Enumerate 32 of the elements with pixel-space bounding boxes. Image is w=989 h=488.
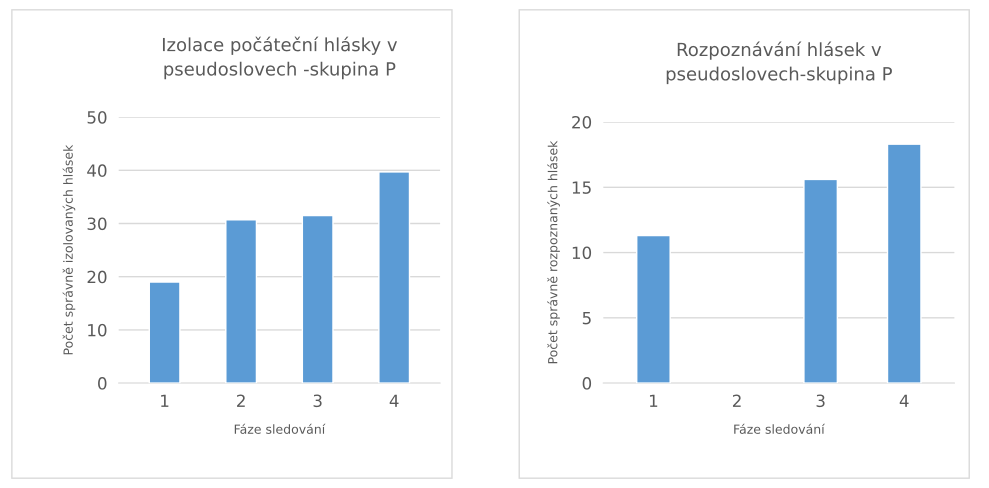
x-tick-label: 3 [314, 394, 322, 408]
bar [803, 178, 838, 384]
bar [148, 281, 181, 384]
y-tick-label: 20 [88, 270, 106, 284]
y-tick-label: 30 [88, 217, 106, 230]
bar [636, 234, 671, 384]
chart-title: Izolace počáteční hlásky v pseudoslovech -skupina P [162, 36, 398, 80]
x-tick-label: 4 [900, 394, 909, 407]
x-axis-title: Fáze sledování [234, 424, 326, 434]
y-axis-title: Počet správně rozpoznaných hlásek [547, 140, 560, 364]
y-tick-label: 15 [572, 181, 591, 194]
y-tick-label: 40 [87, 164, 106, 177]
x-tick-label: 4 [390, 394, 399, 407]
y-tick-label: 5 [582, 312, 591, 324]
y-axis-title: Počet správně izolovaných hlásek [62, 144, 76, 354]
y-tick-label: 0 [582, 377, 592, 390]
x-tick-label: 2 [237, 394, 245, 407]
bar [225, 219, 258, 384]
y-tick-label: 0 [98, 377, 106, 390]
x-tick-label: 1 [650, 394, 658, 407]
x-axis-title: Fáze sledování [734, 424, 825, 434]
bar [886, 143, 922, 384]
x-tick-label: 1 [161, 394, 168, 407]
y-tick-label: 20 [572, 116, 592, 129]
x-tick-label: 2 [732, 394, 741, 407]
y-tick-label: 10 [572, 246, 592, 260]
y-tick-label: 50 [88, 111, 106, 124]
bar [378, 171, 410, 384]
chart-title: Rozpoznávání hlásek v pseudoslovech-skupina P [666, 42, 892, 84]
x-tick-label: 3 [816, 394, 825, 408]
y-tick-label: 10 [88, 324, 106, 336]
bar [302, 214, 334, 384]
